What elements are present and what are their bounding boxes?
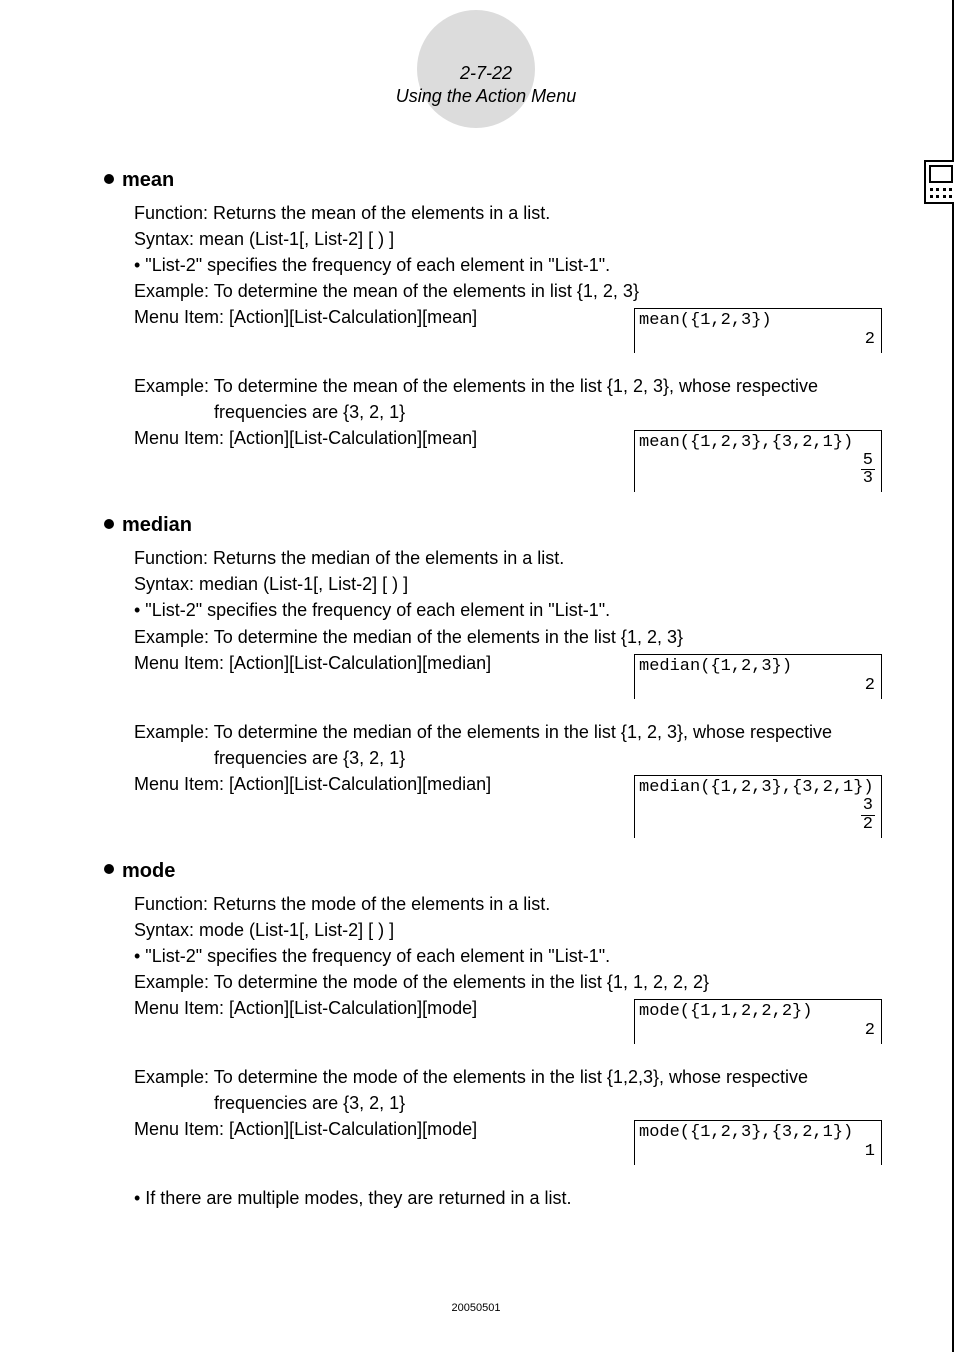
calculator-icon-keys xyxy=(929,187,953,199)
example-line: Example: To determine the mean of the el… xyxy=(134,278,882,304)
syntax-line: Syntax: median (List-1[, List-2] [ ) ] xyxy=(134,571,882,597)
calculator-icon xyxy=(924,160,954,204)
example-line: Example: To determine the median of the … xyxy=(134,624,882,650)
calc-output: 2 xyxy=(639,676,875,695)
calc-output: 2 xyxy=(639,1021,875,1040)
section-heading-median: median xyxy=(104,514,882,537)
syntax-line: Syntax: mode (List-1[, List-2] [ ) ] xyxy=(134,917,882,943)
calc-output: 1 xyxy=(639,1142,875,1161)
example-line-cont: frequencies are {3, 2, 1} xyxy=(214,745,882,771)
example-line: Example: To determine the mean of the el… xyxy=(134,373,882,399)
calculator-icon-screen xyxy=(929,165,953,183)
calc-input: median({1,2,3}) xyxy=(639,657,875,676)
footnote-line: • If there are multiple modes, they are … xyxy=(134,1185,882,1211)
calc-input: mode({1,2,3},{3,2,1}) xyxy=(639,1123,875,1142)
syntax-line: Syntax: mean (List-1[, List-2] [ ) ] xyxy=(134,226,882,252)
footer-code: 20050501 xyxy=(0,1302,952,1314)
bullet-icon xyxy=(104,864,114,874)
calc-input: mode({1,1,2,2,2}) xyxy=(639,1002,875,1021)
example-line: Example: To determine the median of the … xyxy=(134,719,882,745)
example-line: Example: To determine the mode of the el… xyxy=(134,969,882,995)
calc-display: median({1,2,3}) 2 xyxy=(634,654,882,699)
bullet-icon xyxy=(104,519,114,529)
example-line: Example: To determine the mode of the el… xyxy=(134,1064,882,1090)
note-line: • "List-2" specifies the frequency of ea… xyxy=(134,252,882,278)
page: 2-7-22 Using the Action Menu mean Functi… xyxy=(0,0,954,1352)
calc-output: 3 2 xyxy=(639,797,875,834)
calc-display: median({1,2,3},{3,2,1}) 3 2 xyxy=(634,775,882,838)
function-line: Function: Returns the median of the elem… xyxy=(134,545,882,571)
note-line: • "List-2" specifies the frequency of ea… xyxy=(134,597,882,623)
calc-display: mean({1,2,3}) 2 xyxy=(634,308,882,353)
function-line: Function: Returns the mean of the elemen… xyxy=(134,200,882,226)
bullet-icon xyxy=(104,174,114,184)
calc-output: 2 xyxy=(639,330,875,349)
example-line-cont: frequencies are {3, 2, 1} xyxy=(214,399,882,425)
calc-output: 5 3 xyxy=(639,452,875,489)
function-line: Function: Returns the mode of the elemen… xyxy=(134,891,882,917)
example-line-cont: frequencies are {3, 2, 1} xyxy=(214,1090,882,1116)
calc-display: mode({1,2,3},{3,2,1}) 1 xyxy=(634,1120,882,1165)
calc-input: mean({1,2,3}) xyxy=(639,311,875,330)
calc-display: mode({1,1,2,2,2}) 2 xyxy=(634,999,882,1044)
calc-display: mean({1,2,3},{3,2,1}) 5 3 xyxy=(634,430,882,493)
page-header: 2-7-22 Using the Action Menu xyxy=(90,30,882,109)
section-heading-mode: mode xyxy=(104,860,882,883)
calc-input: mean({1,2,3},{3,2,1}) xyxy=(639,433,875,452)
page-title: Using the Action Menu xyxy=(90,85,882,108)
page-number: 2-7-22 xyxy=(90,62,882,85)
section-heading-mean: mean xyxy=(104,169,882,192)
note-line: • "List-2" specifies the frequency of ea… xyxy=(134,943,882,969)
calc-input: median({1,2,3},{3,2,1}) xyxy=(639,778,875,797)
